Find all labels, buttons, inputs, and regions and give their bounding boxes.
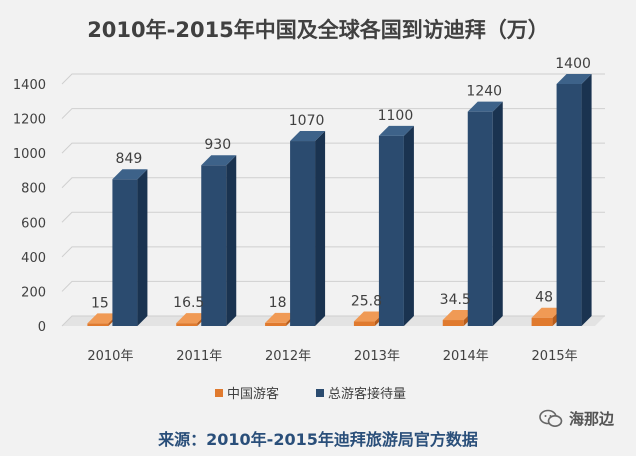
legend-label: 总游客接待量 (328, 386, 406, 402)
total-bar (201, 155, 237, 326)
total-value-label: 1100 (378, 108, 414, 124)
total-bar-front (378, 135, 404, 326)
total-bar-top (290, 131, 326, 142)
china-bar-top (531, 307, 563, 318)
gridline (61, 315, 605, 327)
y-axis-ticks: 0 200 400 600 800 1000 1200 1400 (13, 78, 46, 335)
data-labels: 15 849 16.5 930 18 1070 25.8 1100 34.5 1240 48 1400 (91, 56, 591, 311)
total-bar-front (467, 111, 493, 327)
total-bar (556, 74, 592, 326)
total-value-label: 1070 (289, 113, 325, 129)
watermark: 海那边 (539, 408, 614, 429)
total-bar-front (112, 179, 138, 326)
total-bar (290, 131, 326, 326)
gridline (61, 142, 605, 154)
china-bar-front (265, 322, 287, 326)
legend: 中国游客 总游客接待量 (215, 386, 406, 402)
y-tick-label: 400 (21, 251, 46, 266)
china-value-label: 18 (269, 295, 287, 311)
legend-item-total: 总游客接待量 (316, 386, 406, 402)
legend-swatch (215, 389, 223, 397)
total-value-label: 1240 (466, 84, 502, 100)
total-bar (112, 169, 148, 326)
total-bar-front (290, 141, 316, 326)
x-tick-label: 2012年 (265, 349, 311, 364)
total-bar-side (226, 155, 237, 326)
total-bar-front (201, 165, 227, 326)
y-tick-label: 600 (21, 216, 46, 231)
gridline (61, 246, 605, 258)
gridline (61, 73, 605, 85)
china-value-label: 48 (535, 290, 553, 306)
china-bar-top (87, 313, 119, 324)
gridline (61, 177, 605, 189)
x-tick-label: 2011年 (176, 349, 222, 364)
gridline (61, 108, 605, 119)
legend-swatch (316, 389, 324, 397)
total-bar-front (556, 84, 582, 326)
total-bar-top (112, 169, 148, 180)
china-value-label: 16.5 (173, 295, 204, 311)
x-tick-label: 2010年 (87, 349, 133, 364)
x-tick-label: 2015年 (532, 349, 578, 364)
china-bar-top (176, 313, 208, 324)
x-axis-ticks: 2010年 2011年 2012年 2013年 2014年 2015年 (87, 349, 577, 364)
total-bar-side (315, 131, 326, 326)
source-note: 来源：2010年-2015年迪拜旅游局官方数据 (158, 430, 478, 449)
china-bar-front (353, 321, 375, 326)
y-tick-label: 200 (21, 285, 46, 300)
total-value-label: 849 (116, 151, 143, 167)
total-bar-side (403, 125, 414, 326)
china-bar-top (442, 310, 474, 321)
wechat-icon (539, 409, 563, 427)
total-bar (467, 101, 503, 327)
y-tick-label: 800 (21, 182, 46, 197)
legend-item-china: 中国游客 (215, 386, 279, 402)
china-bar-front (176, 323, 198, 326)
gridline (61, 280, 605, 292)
total-bar-side (492, 101, 503, 327)
total-bar (378, 125, 414, 326)
chart-title: 2010年-2015年中国及全球各国到访迪拜（万） (87, 18, 549, 42)
china-bar-top (265, 312, 297, 323)
total-bar-top (467, 101, 503, 112)
y-tick-label: 1400 (13, 78, 46, 93)
x-tick-label: 2013年 (354, 349, 400, 364)
y-tick-label: 1200 (13, 113, 46, 128)
total-bar-top (201, 155, 237, 166)
china-value-label: 15 (91, 295, 109, 311)
total-bar-side (581, 74, 592, 326)
china-bar-front (87, 323, 109, 326)
total-value-label: 1400 (555, 56, 591, 72)
x-tick-label: 2014年 (443, 349, 489, 364)
total-bar-top (556, 74, 592, 84)
legend-label: 中国游客 (227, 386, 279, 402)
china-bar-top (353, 311, 385, 322)
gridline (61, 211, 605, 223)
china-bar-front (531, 317, 553, 326)
watermark-label: 海那边 (568, 410, 614, 428)
china-value-label: 25.8 (351, 294, 382, 310)
total-bar-top (378, 125, 414, 136)
y-tick-label: 0 (38, 320, 46, 335)
bars (87, 74, 592, 327)
china-bar-front (442, 320, 464, 326)
y-tick-label: 1000 (13, 147, 46, 162)
total-bar-side (137, 169, 148, 326)
total-value-label: 930 (204, 137, 231, 153)
china-value-label: 34.5 (440, 292, 471, 308)
